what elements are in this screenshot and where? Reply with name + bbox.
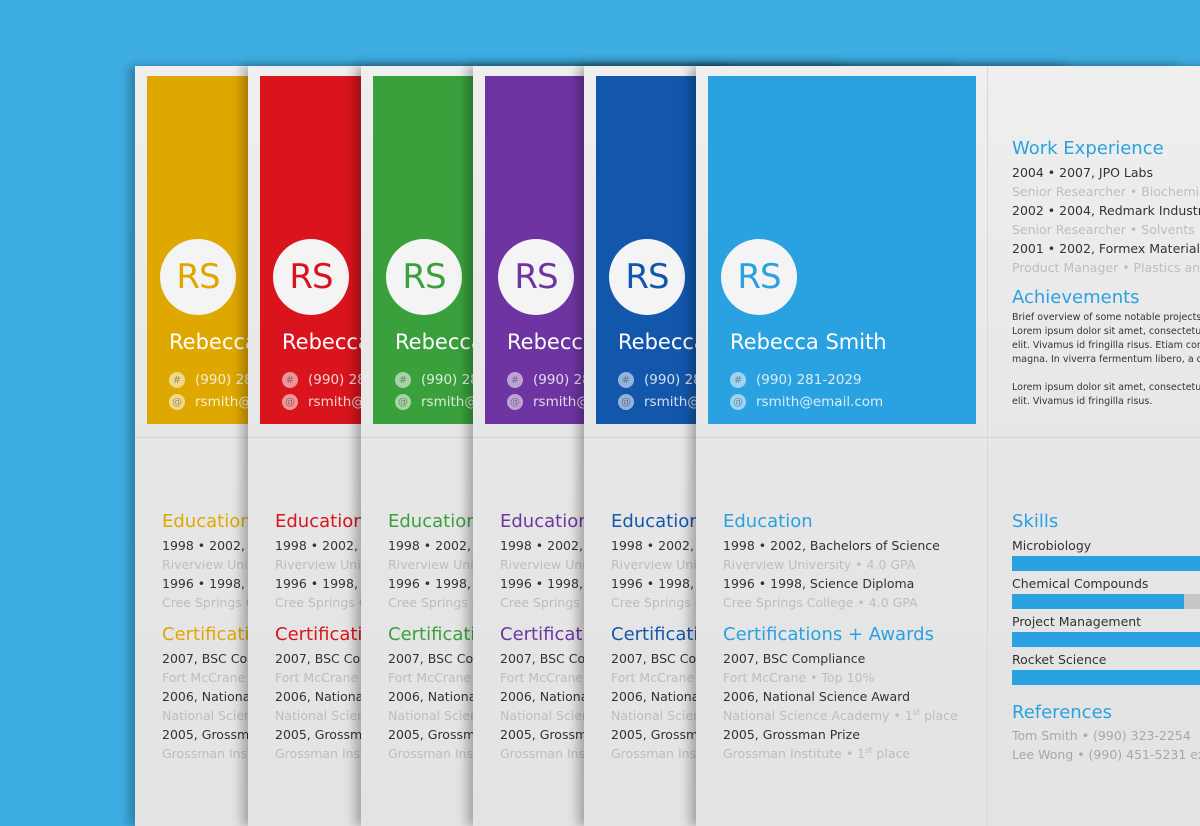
work-entry-3: 2001 • 2002, Formex Materials [1012, 241, 1200, 256]
email-icon: @ [618, 394, 634, 410]
skill-label: Project Management [1012, 614, 1142, 629]
skill-bar-fill [1012, 594, 1184, 609]
initials-avatar: RS [386, 239, 462, 315]
cert-entry-3: 2005, Grossman Prize [723, 727, 860, 742]
initials-avatar: RS [160, 239, 236, 315]
cert-entry-3-detail-sup: st [865, 746, 873, 755]
work-entry-1: 2004 • 2007, JPO Labs [1012, 165, 1153, 180]
skill-bar [1012, 594, 1200, 609]
initials-avatar: RS [609, 239, 685, 315]
skill-label: Rocket Science [1012, 652, 1107, 667]
work-entry-3-detail: Product Manager • Plastics and M [1012, 260, 1200, 275]
skill-bar [1012, 556, 1200, 571]
header-color-panel: RS Rebecca Smith # (990) 281-2029 @ rsmith@em… [708, 76, 976, 424]
initials-avatar: RS [721, 239, 797, 315]
phone-icon: # [618, 372, 634, 388]
education-title: Education [723, 511, 813, 532]
work-entry-2: 2002 • 2004, Redmark Industries [1012, 203, 1200, 218]
education-entry-2: 1996 • 1998, Science Diploma [723, 576, 915, 591]
candidate-name: Rebecca Smith [730, 330, 887, 354]
email-icon: @ [395, 394, 411, 410]
initials-avatar: RS [273, 239, 349, 315]
skill-label: Microbiology [1012, 538, 1092, 553]
education-entry-1: 1998 • 2002, Bachelors of Science [723, 538, 940, 553]
email-row: @ rsmith@email.com [730, 394, 883, 410]
education-title: Education [162, 511, 252, 532]
work-experience-title: Work Experience [1012, 138, 1164, 159]
skill-bar-fill [1012, 632, 1200, 647]
email-icon: @ [169, 394, 185, 410]
education-title: Education [500, 511, 590, 532]
cert-entry-2-detail-sup: st [912, 708, 921, 717]
email-address: rsmith@email.com [756, 394, 884, 410]
cert-entry-3-detail: Grossman Institute • 1st place [723, 746, 910, 761]
cert-entry-1: 2007, BSC Compliance [723, 651, 866, 666]
reference-1: Tom Smith • (990) 323-2254 [1012, 728, 1191, 743]
work-entry-1-detail: Senior Researcher • Biochemical [1012, 184, 1200, 199]
work-entry-2-detail: Senior Researcher • Solvents [1012, 222, 1195, 237]
resume-sheet-6: RS Rebecca Smith # (990) 281-2029 @ rsmith@em… [696, 66, 1200, 826]
phone-icon: # [730, 372, 746, 388]
skill-bar [1012, 632, 1200, 647]
skill-label: Chemical Compounds [1012, 576, 1149, 591]
cert-entry-3-detail-text: Grossman Institute • 1 [723, 746, 866, 762]
email-icon: @ [507, 394, 523, 410]
phone-icon: # [395, 372, 411, 388]
phone-icon: # [169, 372, 185, 388]
education-entry-1-detail: Riverview University • 4.0 GPA [723, 557, 916, 572]
education-title: Education [611, 511, 701, 532]
skill-bar [1012, 670, 1200, 685]
achievements-line: Lorem ipsum dolor sit amet, consectetur … [1012, 382, 1200, 393]
skill-bar-fill [1012, 556, 1200, 571]
cert-entry-2: 2006, National Science Award [723, 689, 911, 704]
achievements-line: elit. Vivamus id fringilla risus. Etiam … [1012, 340, 1200, 351]
skills-title: Skills [1012, 511, 1059, 532]
references-title: References [1012, 702, 1113, 723]
email-icon: @ [282, 394, 298, 410]
education-title: Education [388, 511, 478, 532]
achievements-line: Lorem ipsum dolor sit amet, consectetur … [1012, 326, 1200, 337]
skill-bar-fill [1012, 670, 1200, 685]
reference-2: Lee Wong • (990) 451-5231 ext. 2 [1012, 747, 1200, 762]
cert-entry-1-detail: Fort McCrane • Top 10% [723, 670, 875, 685]
achievements-line: elit. Vivamus id fringilla risus. [1012, 396, 1153, 407]
section-divider [696, 437, 1200, 438]
achievements-title: Achievements [1012, 287, 1140, 308]
cert-entry-2-detail: National Science Academy • 1st place [723, 708, 958, 723]
achievements-line: magna. In viverra fermentum libero, a da… [1012, 354, 1200, 365]
cert-entry-2-detail-text: National Science Academy • 1 [723, 708, 913, 724]
achievements-line: Brief overview of some notable projects. [1012, 312, 1200, 323]
phone-icon: # [507, 372, 523, 388]
phone-row: # (990) 281-2029 [730, 372, 862, 388]
column-divider [987, 66, 988, 826]
cert-entry-2-detail-tail: place [920, 708, 958, 724]
education-entry-2-detail: Cree Springs College • 4.0 GPA [723, 595, 918, 610]
initials-avatar: RS [498, 239, 574, 315]
phone-icon: # [282, 372, 298, 388]
cert-entry-3-detail-tail: place [872, 746, 911, 762]
email-icon: @ [730, 394, 746, 410]
education-title: Education [275, 511, 365, 532]
certifications-title: Certifications + Awards [723, 624, 934, 645]
phone-number: (990) 281-2029 [756, 372, 862, 388]
